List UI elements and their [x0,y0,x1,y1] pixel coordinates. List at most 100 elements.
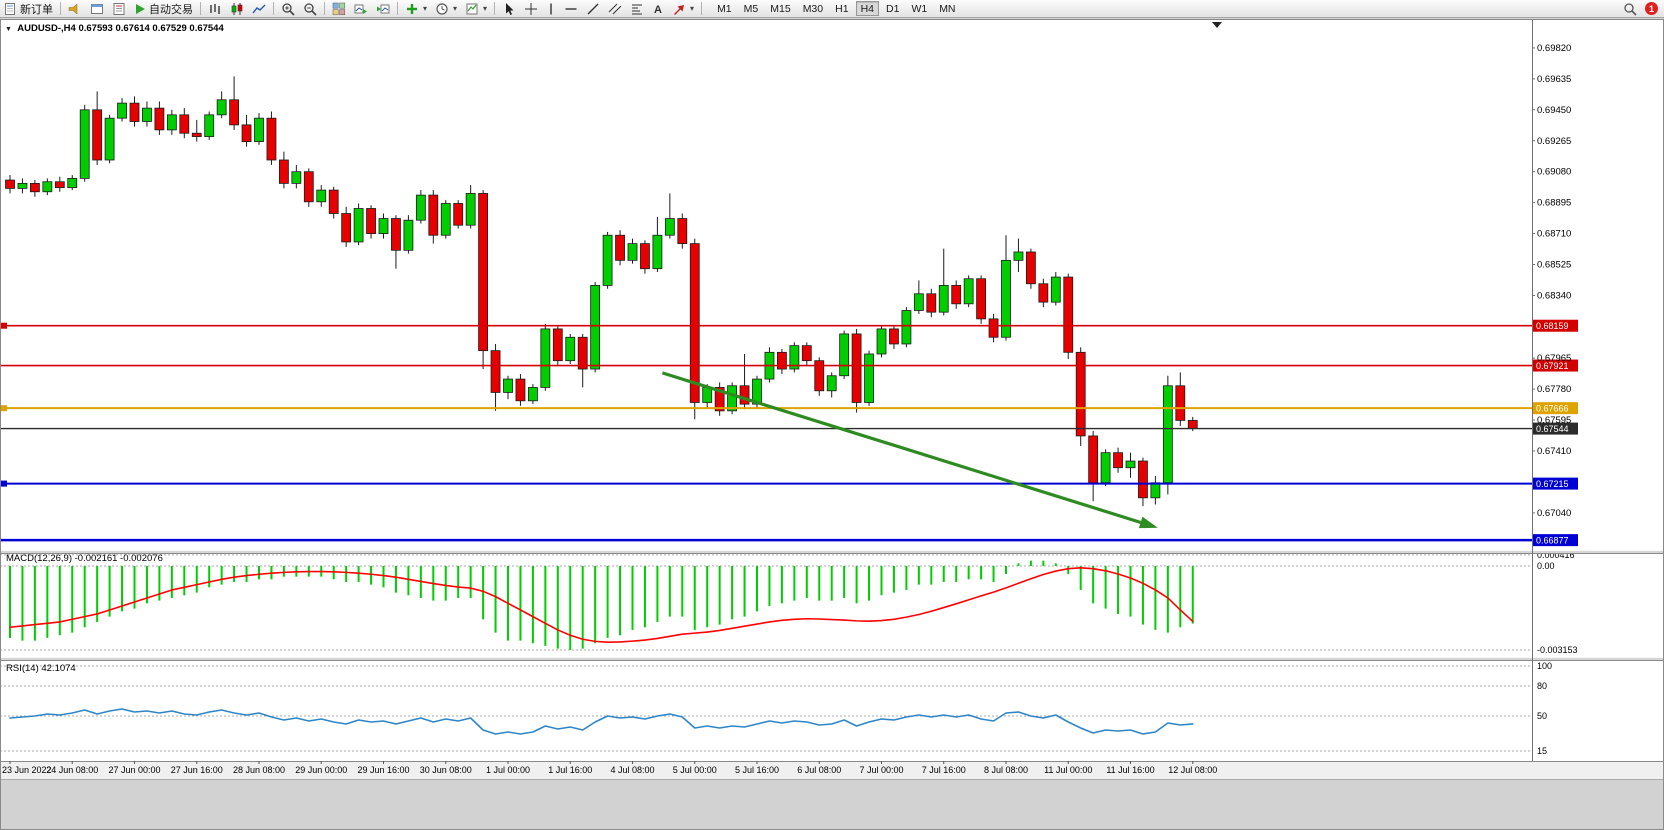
svg-text:11 Jul 00:00: 11 Jul 00:00 [1044,765,1092,775]
cursor-button[interactable] [498,1,520,17]
zoom-out-button[interactable] [299,1,321,17]
arrows-button[interactable]: ▾ [668,1,698,17]
timeframe-m5-button[interactable]: M5 [739,1,764,16]
dropdown-caret-icon: ▾ [690,4,695,13]
svg-text:23 Jun 2022: 23 Jun 2022 [2,765,52,775]
auto-scroll-button[interactable] [350,1,372,17]
text-button[interactable]: A [648,1,668,17]
price-tag-label: 0.67666 [1536,404,1569,414]
hline-0.67921[interactable]: 0.67921 [0,359,1578,372]
timeframe-h1-button[interactable]: H1 [830,1,853,16]
timeframe-m30-button[interactable]: M30 [798,1,828,16]
hline-0.67544[interactable]: 0.67544 [0,422,1578,435]
horn-icon [68,2,82,16]
bar-chart-button[interactable] [204,1,226,17]
rsi-axis-label: 80 [1537,681,1547,691]
hline-0.66877[interactable]: 0.66877 [0,534,1578,547]
svg-text:8 Jul 08:00: 8 Jul 08:00 [984,765,1028,775]
vertical-line-icon [546,2,556,16]
crosshair-button[interactable] [520,1,542,17]
timeframe-m15-button[interactable]: M15 [765,1,795,16]
zoom-out-icon [303,2,317,16]
price-tag-label: 0.67921 [1536,361,1569,371]
time-axis-labels: 23 Jun 202224 Jun 08:00 27 Jun 00:00 27 Ju… [2,761,1217,775]
macd-pane: 0.0004160.00 -0.003153 [0,550,1578,655]
auto-scroll-icon [354,2,368,16]
svg-text:0.68895: 0.68895 [1537,198,1571,209]
notification-badge[interactable]: 1 [1645,2,1658,15]
svg-text:7 Jul 16:00: 7 Jul 16:00 [922,765,966,775]
tile-windows-button[interactable] [328,1,350,17]
report-page-icon [112,2,126,16]
search-button[interactable] [1619,1,1641,17]
chart-plot-area[interactable] [0,19,1532,550]
auto-trading-button[interactable]: 自动交易 [130,1,197,17]
svg-text:0.69080: 0.69080 [1537,167,1571,178]
svg-text:0.69450: 0.69450 [1537,105,1571,116]
indicators-button[interactable]: ▾ [401,1,431,17]
svg-text:0.68710: 0.68710 [1537,229,1571,240]
line-chart-button[interactable] [248,1,270,17]
candlestick-chart-button[interactable] [226,1,248,17]
timeframe-w1-button[interactable]: W1 [906,1,932,16]
timeframe-m1-button[interactable]: M1 [712,1,737,16]
svg-text:12 Jul 08:00: 12 Jul 08:00 [1168,765,1217,775]
tile-windows-icon [332,2,346,16]
price-axis[interactable] [1532,19,1664,761]
chart-shift-marker-icon[interactable] [1212,22,1222,28]
chart-shift-icon [376,2,390,16]
zoom-in-button[interactable] [277,1,299,17]
toolbar-separator [324,2,325,15]
trend-arrow[interactable] [661,371,1158,529]
time-axis[interactable] [0,761,1664,779]
vertical-line-button[interactable] [542,1,560,17]
svg-text:24 Jun 08:00: 24 Jun 08:00 [46,765,98,775]
svg-text:0.68340: 0.68340 [1537,290,1571,301]
new-order-button[interactable]: 新订单 [0,1,57,17]
svg-text:0.67410: 0.67410 [1537,446,1571,457]
zoom-in-icon [281,2,295,16]
ohlc-collapse-icon[interactable]: ▼ [5,26,12,33]
fibonacci-button[interactable] [626,1,648,17]
news-button[interactable] [64,1,86,17]
price-tag-label: 0.67215 [1536,479,1569,489]
svg-text:0.69265: 0.69265 [1537,136,1571,147]
price-axis-labels: 0.69820 0.69635 0.69450 0.69265 0.69080 0.688… [1532,43,1571,519]
timeframe-h4-button[interactable]: H4 [855,1,879,16]
hline-0.67666[interactable]: 0.67666 [0,402,1578,415]
macd-rsi-separator[interactable] [0,657,1664,661]
auto-trading-label: 自动交易 [149,3,193,16]
bar-chart-icon [208,2,222,16]
timeframe-mn-button[interactable]: MN [934,1,960,16]
fibonacci-icon [630,2,644,16]
toolbar-separator [273,2,274,15]
horizontal-line-button[interactable] [560,1,582,17]
cursor-icon [502,2,516,16]
rsi-axis-label: 100 [1537,661,1552,671]
price-tag [1533,319,1578,332]
new-order-icon [4,2,17,16]
price-tag [1533,534,1578,547]
hline-0.67215[interactable]: 0.67215 [0,477,1578,490]
periods-button[interactable]: ▾ [431,1,461,17]
equidistant-channel-button[interactable] [604,1,626,17]
window-bottom-area [0,779,1664,830]
profiles-button[interactable] [86,1,108,17]
svg-text:7 Jul 00:00: 7 Jul 00:00 [859,765,903,775]
main-macd-separator[interactable] [0,550,1664,554]
hline-0.68159[interactable]: 0.68159 [0,319,1578,332]
price-tag [1533,402,1578,415]
svg-text:0.69635: 0.69635 [1537,74,1571,85]
timeframe-d1-button[interactable]: D1 [881,1,904,16]
dropdown-caret-icon: ▾ [423,4,428,13]
templates-button[interactable]: ▾ [461,1,491,17]
data-window-button[interactable] [108,1,130,17]
chart-shift-button[interactable] [372,1,394,17]
rsi-label: RSI(14) 42.1074 [6,663,76,674]
svg-text:0.68525: 0.68525 [1537,260,1571,271]
rsi-pane: 100 80 50 15 [0,661,1552,756]
trendline-button[interactable] [582,1,604,17]
chart-symbol-period: AUDUSD-,H4 [17,23,76,34]
svg-text:4 Jul 08:00: 4 Jul 08:00 [610,765,654,775]
